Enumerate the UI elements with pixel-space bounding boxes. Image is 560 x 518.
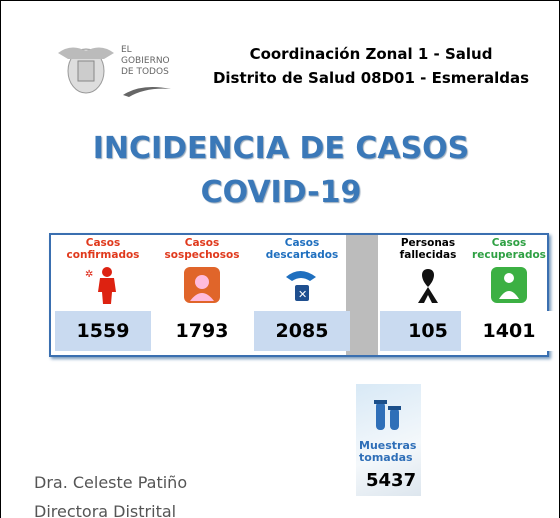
- stat-label-line: Casos: [284, 237, 320, 249]
- stat-icon: ✕: [282, 265, 322, 309]
- logo-line: DE TODOS: [121, 67, 169, 77]
- stat-label-line: Casos: [184, 237, 220, 249]
- title-line: INCIDENCIA DE CASOS: [92, 131, 470, 166]
- stat-label-line: Casos: [85, 237, 121, 249]
- test-tube-icon: [374, 400, 401, 430]
- stat-cell: Casos descartados ✕ 2085: [254, 235, 350, 353]
- svg-text:✲: ✲: [85, 269, 93, 280]
- stat-label-line: sospechosos: [164, 249, 240, 261]
- stat-label-line: descartados: [265, 249, 339, 261]
- stat-icon: ✲: [83, 265, 123, 309]
- svg-text:✕: ✕: [298, 288, 307, 301]
- coat-of-arms: [58, 47, 114, 94]
- logo-line: EL: [121, 45, 132, 55]
- logo-swoosh: [123, 87, 171, 97]
- stat-cell: Personas fallecidas 105: [380, 235, 476, 353]
- samples-label-line: Muestras: [359, 439, 417, 452]
- stat-value: 1793: [154, 311, 250, 351]
- stat-label-line: recuperados: [472, 249, 546, 261]
- stat-label-line: Personas: [400, 237, 456, 249]
- logo-text: EL GOBIERNO DE TODOS: [121, 45, 170, 78]
- stat-label: Casos recuperados: [461, 237, 557, 261]
- divider: [346, 235, 378, 355]
- samples-value: 5437: [366, 470, 417, 491]
- stat-value: 2085: [254, 311, 350, 351]
- signature-role: Directora Distrital: [34, 502, 177, 518]
- stat-icon: [489, 265, 529, 309]
- header-line: Distrito de Salud 08D01 - Esmeraldas: [212, 69, 530, 87]
- stat-icon: [182, 265, 222, 309]
- samples-label-line: tomadas: [359, 451, 413, 464]
- stat-cell: Casos sospechosos 1793: [154, 235, 250, 353]
- signature-name: Dra. Celeste Patiño: [34, 473, 188, 492]
- samples-tile: Muestras tomadas 5437: [356, 384, 421, 496]
- stat-label-line: fallecidas: [399, 249, 457, 261]
- stat-value: 105: [380, 311, 476, 351]
- header-line: Coordinación Zonal 1 - Salud: [249, 45, 493, 63]
- stat-value: 1559: [55, 311, 151, 351]
- logo-line: GOBIERNO: [121, 56, 170, 66]
- stat-label: Casos descartados: [254, 237, 350, 261]
- stat-label: Personas fallecidas: [380, 237, 476, 261]
- stat-cell: Casos confirmados ✲ 1559: [55, 235, 151, 353]
- samples-label: Muestras tomadas: [359, 440, 416, 464]
- stat-label: Casos confirmados: [55, 237, 151, 261]
- stat-cell: Casos recuperados 1401: [461, 235, 557, 353]
- stat-label-line: confirmados: [66, 249, 140, 261]
- stats-panel: Casos confirmados ✲ 1559 Casos sospechosos 179…: [49, 233, 557, 357]
- stat-label-line: Casos: [491, 237, 527, 249]
- stat-value: 1401: [461, 311, 557, 351]
- stat-label: Casos sospechosos: [154, 237, 250, 261]
- title-line: COVID-19: [200, 175, 362, 210]
- stat-icon: [408, 265, 448, 309]
